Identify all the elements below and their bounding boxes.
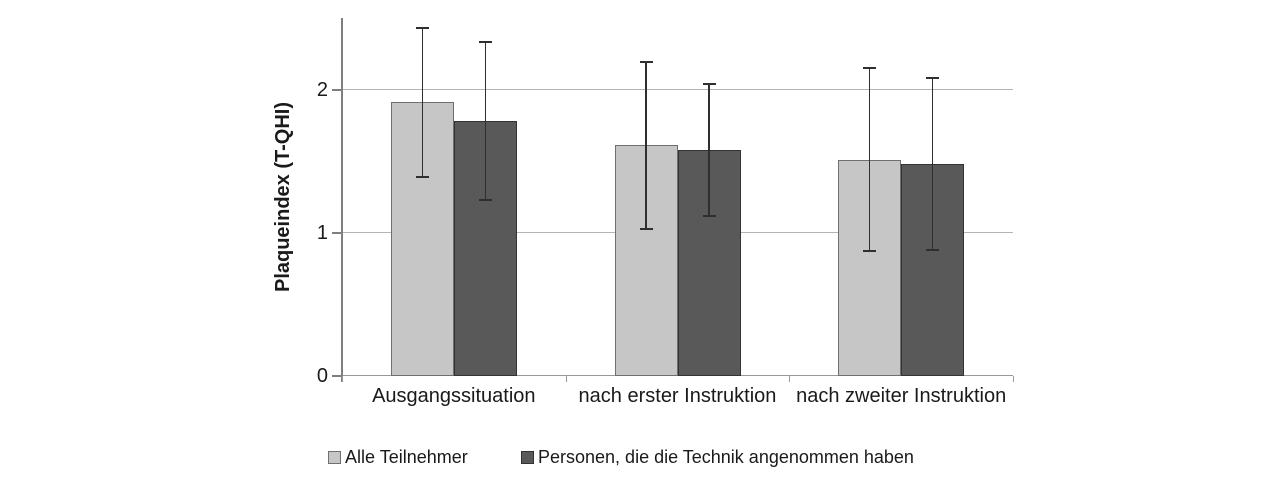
error-bar-cap-bottom xyxy=(702,214,716,217)
y-tick-label: 1 xyxy=(316,221,328,244)
y-tick-label: 0 xyxy=(316,365,328,387)
legend-label: Alle Teilnehmer xyxy=(345,447,468,467)
y-tick xyxy=(332,375,342,377)
category-boundary-tick xyxy=(342,376,343,382)
error-bar-cap-top xyxy=(926,77,940,80)
error-bar xyxy=(484,42,487,200)
error-bar-cap-bottom xyxy=(863,250,877,253)
error-bar xyxy=(868,68,871,252)
y-axis-line xyxy=(341,18,343,382)
error-bar-cap-top xyxy=(863,67,877,70)
gridline xyxy=(342,89,1013,91)
error-bar-cap-bottom xyxy=(415,175,429,178)
bar xyxy=(838,159,902,376)
error-bar-cap-top xyxy=(415,27,429,30)
x-tick-label: nach erster Instruktion xyxy=(578,385,777,407)
error-bar-cap-bottom xyxy=(926,248,940,251)
category-boundary-tick xyxy=(1013,376,1014,382)
error-bar xyxy=(931,78,934,250)
legend-swatch xyxy=(521,450,534,464)
error-bar-cap-bottom xyxy=(478,198,492,201)
legend-item: Personen, die die Technik angenommen hab… xyxy=(521,446,914,468)
legend-item: Alle Teilnehmer xyxy=(328,446,468,468)
y-tick xyxy=(332,231,342,234)
legend-label: Personen, die die Technik angenommen hab… xyxy=(538,447,914,467)
error-bar xyxy=(708,83,710,216)
y-tick-label: 2 xyxy=(316,78,328,101)
legend: Alle Teilnehmer Personen, die die Technik… xyxy=(0,446,1280,470)
legend-swatch xyxy=(328,450,341,464)
category-boundary-tick xyxy=(789,376,791,382)
plot-area: 0 1 2 Ausgangssituation nach erster Instrukt… xyxy=(317,18,1014,407)
error-bar xyxy=(645,62,647,229)
category-boundary-tick xyxy=(565,376,567,382)
y-axis-title: Plaqueindex (T-QHI) xyxy=(272,101,294,293)
error-bar xyxy=(421,28,424,177)
x-tick-label: nach zweiter Instruktion xyxy=(796,385,1007,407)
x-tick-label: Ausgangssituation xyxy=(372,385,536,407)
error-bar-cap-top xyxy=(478,41,492,44)
error-bar-cap-top xyxy=(702,82,716,85)
error-bar-cap-top xyxy=(639,61,653,64)
error-bar-cap-bottom xyxy=(639,227,653,230)
y-tick xyxy=(332,88,342,91)
